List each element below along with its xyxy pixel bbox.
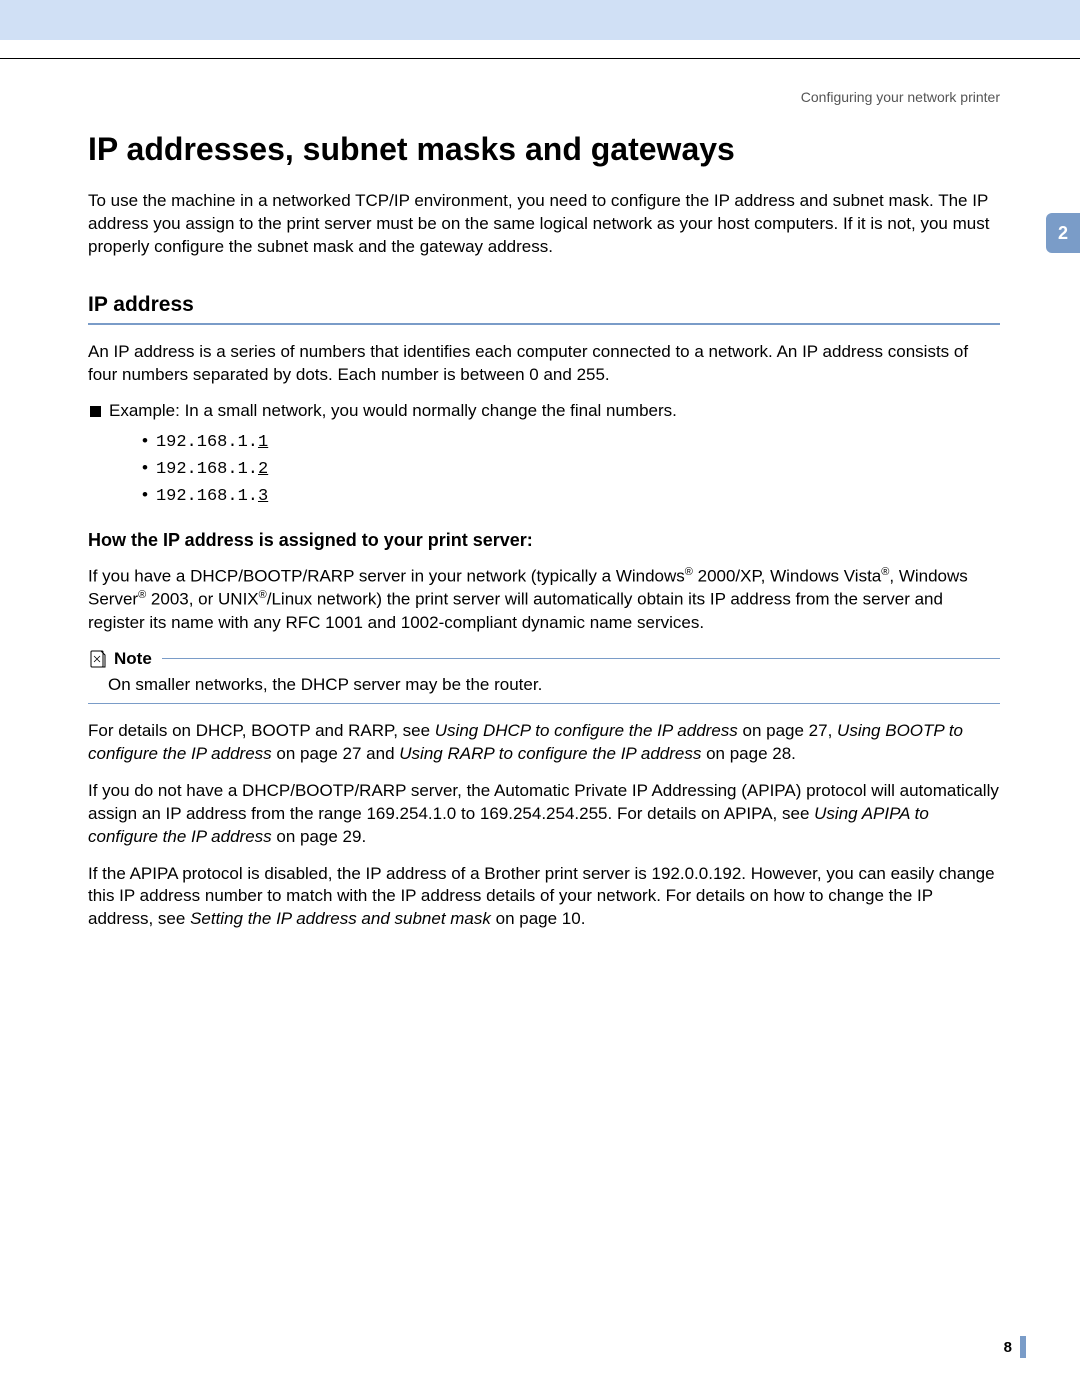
ip-example-2: •192.168.1.2 (142, 458, 1000, 479)
example-intro: Example: In a small network, you would n… (88, 401, 1000, 421)
dhcp-paragraph: If you have a DHCP/BOOTP/RARP server in … (88, 565, 1000, 635)
p4-c: on page 29. (272, 827, 367, 846)
link-dhcp[interactable]: Using DHCP to configure the IP address (435, 721, 738, 740)
p5-c: on page 10. (491, 909, 586, 928)
p3-e: on page 27 and (272, 744, 400, 763)
note-icon (88, 649, 108, 669)
page-number-bar (1020, 1336, 1026, 1358)
p2-part-a: If you have a DHCP/BOOTP/RARP server in … (88, 566, 685, 585)
p2-part-d: 2003, or UNIX (146, 590, 258, 609)
registered-icon: ® (259, 589, 267, 601)
subsection-heading: How the IP address is assigned to your p… (88, 530, 1000, 551)
ip-prefix: 192.168.1. (156, 460, 258, 479)
apipa-paragraph: If you do not have a DHCP/BOOTP/RARP ser… (88, 780, 1000, 849)
square-bullet-icon (90, 406, 101, 417)
example-intro-text: Example: In a small network, you would n… (109, 401, 677, 420)
ip-example-3: •192.168.1.3 (142, 485, 1000, 506)
chapter-tab: 2 (1046, 213, 1080, 253)
link-rarp[interactable]: Using RARP to configure the IP address (399, 744, 701, 763)
p2-part-b: 2000/XP, Windows Vista (693, 566, 881, 585)
link-setting-ip[interactable]: Setting the IP address and subnet mask (190, 909, 491, 928)
intro-paragraph: To use the machine in a networked TCP/IP… (88, 190, 1000, 259)
running-header: Configuring your network printer (88, 89, 1000, 105)
note-block: Note On smaller networks, the DHCP serve… (88, 649, 1000, 704)
details-paragraph: For details on DHCP, BOOTP and RARP, see… (88, 720, 1000, 766)
note-header: Note (88, 649, 1000, 669)
section-heading-ip-address: IP address (88, 293, 1000, 317)
ip-description: An IP address is a series of numbers tha… (88, 341, 1000, 387)
p3-a: For details on DHCP, BOOTP and RARP, see (88, 721, 435, 740)
p3-c: on page 27, (738, 721, 837, 740)
note-label: Note (114, 649, 152, 669)
default-ip-paragraph: If the APIPA protocol is disabled, the I… (88, 863, 1000, 932)
ip-last-1: 1 (258, 433, 268, 452)
ip-prefix: 192.168.1. (156, 487, 258, 506)
ip-example-list: •192.168.1.1 •192.168.1.2 •192.168.1.3 (88, 431, 1000, 506)
ip-example-1: •192.168.1.1 (142, 431, 1000, 452)
ip-prefix: 192.168.1. (156, 433, 258, 452)
page-number-text: 8 (1004, 1339, 1012, 1356)
note-bottom-line (88, 703, 1000, 704)
ip-last-3: 3 (258, 487, 268, 506)
section-rule (88, 323, 1000, 325)
note-body: On smaller networks, the DHCP server may… (88, 675, 1000, 695)
ip-last-2: 2 (258, 460, 268, 479)
note-top-line (162, 658, 1000, 659)
registered-icon: ® (685, 566, 693, 578)
page-title: IP addresses, subnet masks and gateways (88, 131, 1000, 168)
p3-g: on page 28. (701, 744, 796, 763)
page-content: Configuring your network printer IP addr… (0, 59, 1080, 931)
page-number: 8 (1004, 1336, 1026, 1358)
registered-icon: ® (138, 589, 146, 601)
top-bar (0, 0, 1080, 40)
